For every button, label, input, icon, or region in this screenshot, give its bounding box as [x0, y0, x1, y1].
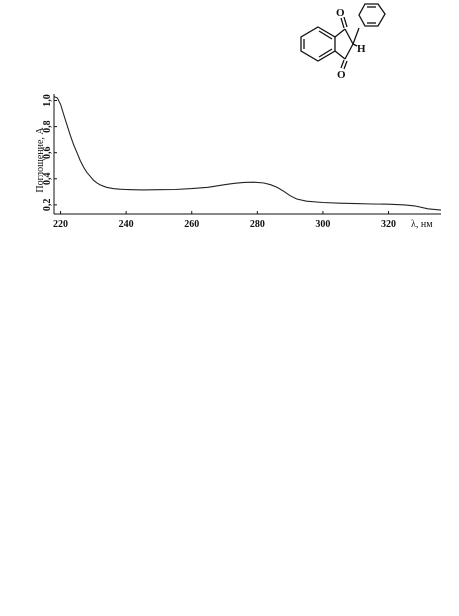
x-tick-label: 320 [381, 219, 396, 230]
plot-area: 220 240 260 280 300 320 0,2 0,4 0,6 0,8 1,0 [42, 94, 442, 230]
x-axis-label: λ, нм [411, 219, 433, 230]
carbonyl-bond-top-2 [343, 16, 348, 28]
benzo-double-bond [318, 30, 333, 40]
oxygen-bottom-label: O [337, 69, 346, 81]
x-tick-label: 220 [53, 219, 68, 230]
phenyl-ring [358, 3, 386, 27]
chemical-structure [300, 3, 386, 70]
y-tick-label: 0,4 [42, 173, 53, 186]
benzo-ring [300, 26, 336, 62]
c1-bond [334, 28, 346, 38]
carbonyl-bond-top [340, 17, 345, 29]
y-axis-label: Поглощение, A [35, 127, 46, 193]
carbonyl-bond-bottom [340, 59, 345, 69]
c2-bond-bottom [344, 43, 354, 60]
x-tick-label: 240 [119, 219, 134, 230]
y-tick-label: 0,2 [42, 199, 53, 212]
benzo-double-bond [318, 48, 333, 58]
oxygen-top-label: O [336, 7, 345, 19]
x-tick-label: 300 [315, 219, 330, 230]
x-ticks: 220 240 260 280 300 320 [53, 211, 396, 230]
spectrum-line [53, 96, 442, 211]
x-tick-label: 260 [184, 219, 199, 230]
carbonyl-bond-bottom-2 [343, 60, 348, 70]
y-tick-label: 1,0 [42, 94, 53, 107]
c3-bond [334, 50, 346, 60]
y-tick-label: 0,8 [42, 120, 53, 133]
c2-bond-top [344, 28, 354, 45]
y-tick-label: 0,6 [42, 146, 53, 159]
h-bond [352, 43, 358, 47]
hydrogen-label: H [357, 43, 366, 55]
y-ticks: 0,2 0,4 0,6 0,8 1,0 [42, 94, 57, 211]
phenyl-link-bond [352, 27, 360, 45]
x-tick-label: 280 [250, 219, 265, 230]
